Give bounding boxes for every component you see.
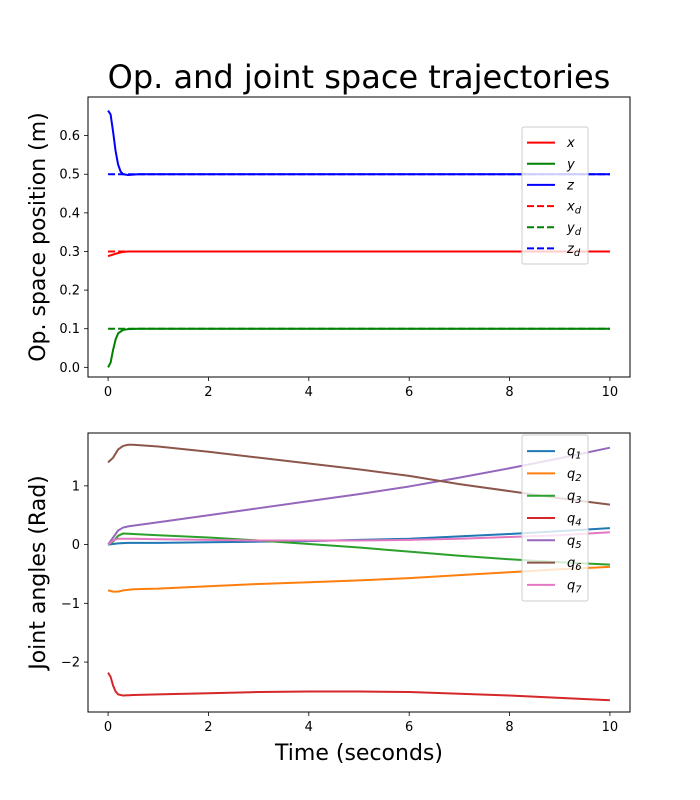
- y-tick-label: 0.0: [59, 361, 80, 376]
- legend-label-subscript: d: [574, 248, 581, 259]
- y-tick-label: 0.2: [59, 284, 80, 299]
- series-line-y: [107, 327, 610, 368]
- y-tick-label: −1: [61, 597, 80, 612]
- legend-label-subscript: 4: [575, 518, 581, 529]
- series-line-q-4: [107, 672, 610, 702]
- legend-label-subscript: d: [575, 227, 582, 238]
- axes-frame: [87, 432, 631, 713]
- y-axis-label: Joint angles (Rad): [26, 475, 51, 672]
- y-axis-label: Op. space position (m): [26, 112, 51, 362]
- x-tick-label: 0: [104, 720, 112, 735]
- y-tick-label: −2: [61, 656, 80, 671]
- x-axis-label: Time (seconds): [274, 741, 443, 766]
- top-subplot: 0 2 4 6 8 10 0.0 0.1 0.2 0.3 0.4 0.5 0.6 Op. space po…: [26, 96, 631, 400]
- y-tick-label: 0.4: [59, 206, 80, 221]
- series-line-q-5: [107, 446, 611, 546]
- series-line-q-2: [107, 565, 610, 593]
- x-tick-label: 4: [305, 720, 313, 735]
- y-tick-label: 0: [72, 538, 80, 553]
- legend-label-subscript: 7: [575, 584, 582, 595]
- x-tick-label: 0: [104, 385, 112, 400]
- y-tick-label: 0.1: [59, 322, 80, 337]
- x-tick-label: 10: [602, 720, 619, 735]
- legend-frame: [521, 126, 589, 265]
- x-tick-label: 8: [505, 385, 513, 400]
- legend-label-subscript: 3: [575, 495, 581, 506]
- legend-label-subscript: 6: [575, 562, 581, 573]
- bottom-subplot: 0 2 4 6 8 10 −2 −1 0 1 Joint angles (Rad) Time (sec…: [26, 432, 631, 766]
- x-tick-label: 10: [602, 385, 619, 400]
- figure-title: Op. and joint space trajectories: [108, 58, 611, 96]
- axes-frame: [87, 96, 631, 378]
- legend-label: x: [566, 136, 575, 151]
- y-tick-label: 0.3: [59, 245, 80, 260]
- x-tick-label: 4: [305, 385, 313, 400]
- x-tick-label: 6: [405, 720, 413, 735]
- x-tick-label: 2: [204, 720, 212, 735]
- legend-label: y: [566, 157, 575, 172]
- x-tick-label: 2: [204, 385, 212, 400]
- legend-label: z: [566, 178, 575, 193]
- legend-label-subscript: 1: [575, 451, 581, 462]
- legend-label-subscript: 5: [575, 540, 581, 551]
- series-line-q-6: [107, 443, 611, 506]
- x-tick-label: 6: [405, 385, 413, 400]
- x-tick-label: 8: [505, 720, 513, 735]
- legend-label-subscript: 2: [575, 473, 581, 484]
- legend-label-subscript: d: [575, 206, 582, 217]
- y-tick-label: 1: [72, 479, 80, 494]
- y-tick-label: 0.5: [59, 168, 80, 183]
- y-tick-label: 0.6: [59, 129, 80, 144]
- series-line-q-7: [107, 531, 610, 546]
